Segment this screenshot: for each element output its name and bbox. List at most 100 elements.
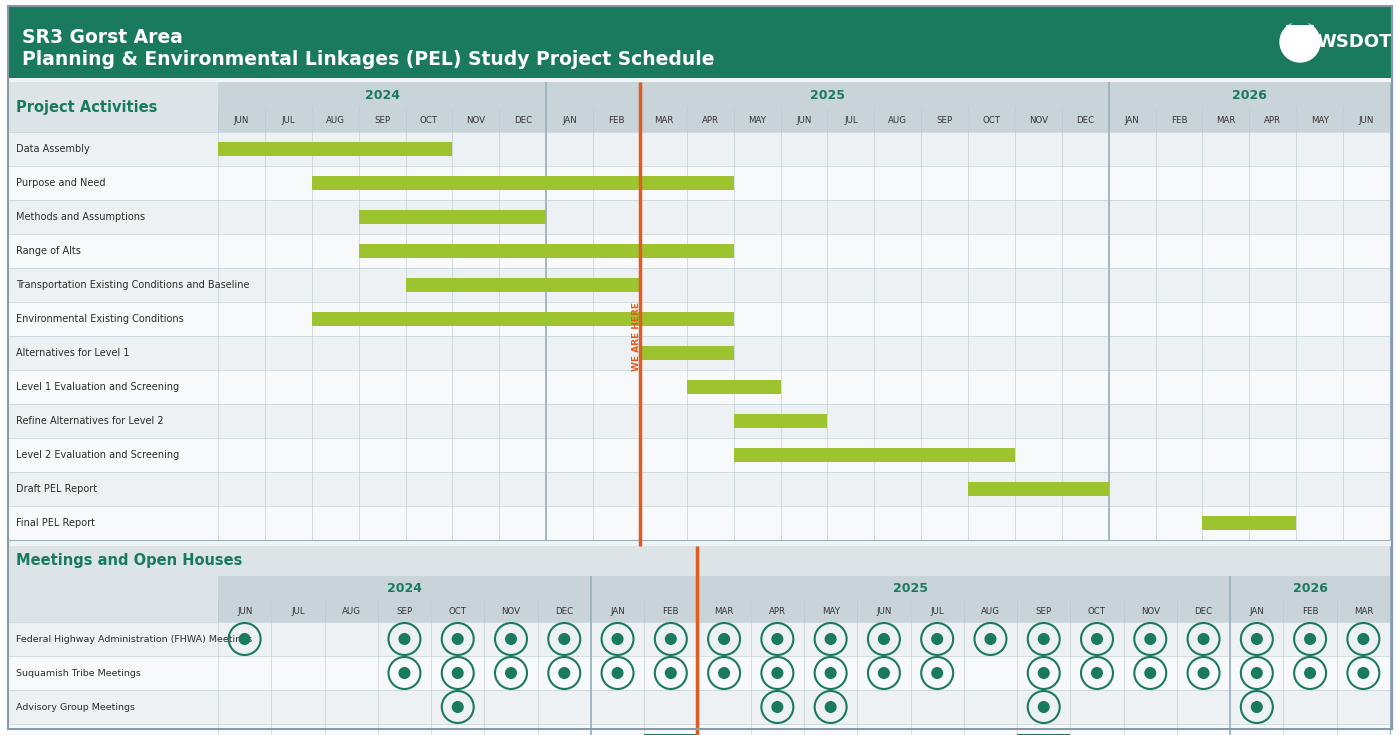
Circle shape xyxy=(1039,634,1049,645)
Circle shape xyxy=(1358,634,1369,645)
Text: Data Assembly: Data Assembly xyxy=(15,144,90,154)
Text: JUN: JUN xyxy=(797,115,812,124)
Bar xyxy=(640,346,734,360)
Bar xyxy=(218,336,1390,370)
Bar xyxy=(8,724,218,735)
Bar xyxy=(218,622,1390,656)
Bar xyxy=(8,166,218,200)
Text: Alternatives for Level 1: Alternatives for Level 1 xyxy=(15,348,129,358)
Text: AUG: AUG xyxy=(342,606,361,615)
Circle shape xyxy=(559,667,570,678)
Bar xyxy=(358,210,546,224)
Text: 2025: 2025 xyxy=(811,88,846,101)
Text: Suquamish Tribe Meetings: Suquamish Tribe Meetings xyxy=(15,669,141,678)
Circle shape xyxy=(1145,667,1155,678)
Text: MAY: MAY xyxy=(1310,115,1329,124)
Text: Project Activities: Project Activities xyxy=(15,99,157,115)
Circle shape xyxy=(665,634,676,645)
Circle shape xyxy=(1305,667,1316,678)
Circle shape xyxy=(1092,667,1102,678)
Text: NOV: NOV xyxy=(1029,115,1047,124)
Circle shape xyxy=(1252,634,1263,645)
Text: JUL: JUL xyxy=(844,115,858,124)
Bar xyxy=(218,268,1390,302)
Bar xyxy=(218,506,1390,540)
Text: AUG: AUG xyxy=(326,115,344,124)
Bar xyxy=(967,482,1109,496)
Circle shape xyxy=(452,702,463,712)
Text: WE ARE HERE: WE ARE HERE xyxy=(633,301,641,370)
Text: NOV: NOV xyxy=(466,115,486,124)
Bar xyxy=(8,200,218,234)
Bar xyxy=(1287,25,1315,30)
Bar xyxy=(218,656,1390,690)
Circle shape xyxy=(826,634,836,645)
Text: APR: APR xyxy=(769,606,785,615)
Text: Advisory Group Meetings: Advisory Group Meetings xyxy=(15,703,134,711)
Circle shape xyxy=(399,634,410,645)
Circle shape xyxy=(1039,667,1049,678)
Circle shape xyxy=(826,667,836,678)
Bar xyxy=(218,600,1390,622)
Text: 2026: 2026 xyxy=(1232,88,1267,101)
Text: JAN: JAN xyxy=(1124,115,1140,124)
Text: 2024: 2024 xyxy=(386,581,421,595)
Text: Refine Alternatives for Level 2: Refine Alternatives for Level 2 xyxy=(15,416,164,426)
Text: Purpose and Need: Purpose and Need xyxy=(15,178,105,188)
Bar xyxy=(218,724,1390,735)
Text: SEP: SEP xyxy=(1036,606,1051,615)
Text: OCT: OCT xyxy=(983,115,1001,124)
Text: JUL: JUL xyxy=(291,606,305,615)
Text: OCT: OCT xyxy=(1088,606,1106,615)
Bar xyxy=(8,546,1392,576)
Text: JUN: JUN xyxy=(1359,115,1375,124)
Text: Federal Highway Administration (FHWA) Meetings: Federal Highway Administration (FHWA) Me… xyxy=(15,634,252,644)
Circle shape xyxy=(986,634,995,645)
Bar xyxy=(358,244,734,258)
Bar xyxy=(218,576,1390,600)
Circle shape xyxy=(879,667,889,678)
Text: FEB: FEB xyxy=(608,115,624,124)
Bar xyxy=(218,200,1390,234)
Circle shape xyxy=(612,667,623,678)
Circle shape xyxy=(612,634,623,645)
Text: MAY: MAY xyxy=(748,115,766,124)
Bar xyxy=(218,142,452,156)
Circle shape xyxy=(505,667,517,678)
Circle shape xyxy=(505,634,517,645)
Text: WSDOT: WSDOT xyxy=(1316,33,1392,51)
Text: SR3 Gorst Area: SR3 Gorst Area xyxy=(22,28,183,47)
Text: JAN: JAN xyxy=(1249,606,1264,615)
Bar xyxy=(218,82,1390,108)
Circle shape xyxy=(771,634,783,645)
Text: JUL: JUL xyxy=(281,115,295,124)
Text: Range of Alts: Range of Alts xyxy=(15,246,81,256)
Bar xyxy=(312,176,734,190)
Bar xyxy=(1016,734,1071,735)
Text: SEP: SEP xyxy=(396,606,413,615)
Text: Planning & Environmental Linkages (PEL) Study Project Schedule: Planning & Environmental Linkages (PEL) … xyxy=(22,50,714,69)
Text: AUG: AUG xyxy=(981,606,1000,615)
Bar xyxy=(8,302,218,336)
Text: NOV: NOV xyxy=(1141,606,1159,615)
Circle shape xyxy=(452,667,463,678)
Bar xyxy=(218,108,1390,132)
Circle shape xyxy=(1145,634,1155,645)
Text: MAR: MAR xyxy=(1217,115,1236,124)
Bar xyxy=(8,472,218,506)
Circle shape xyxy=(1198,667,1208,678)
Bar xyxy=(8,132,218,166)
Circle shape xyxy=(932,667,942,678)
Text: JAN: JAN xyxy=(563,115,577,124)
Text: Level 1 Evaluation and Screening: Level 1 Evaluation and Screening xyxy=(15,382,179,392)
Circle shape xyxy=(826,702,836,712)
Bar xyxy=(218,438,1390,472)
Text: FEB: FEB xyxy=(1302,606,1319,615)
Circle shape xyxy=(932,634,942,645)
Circle shape xyxy=(1358,667,1369,678)
Text: Methods and Assumptions: Methods and Assumptions xyxy=(15,212,146,222)
Bar xyxy=(687,380,781,394)
Text: SEP: SEP xyxy=(374,115,391,124)
Bar xyxy=(312,312,734,326)
Text: MAR: MAR xyxy=(714,606,734,615)
